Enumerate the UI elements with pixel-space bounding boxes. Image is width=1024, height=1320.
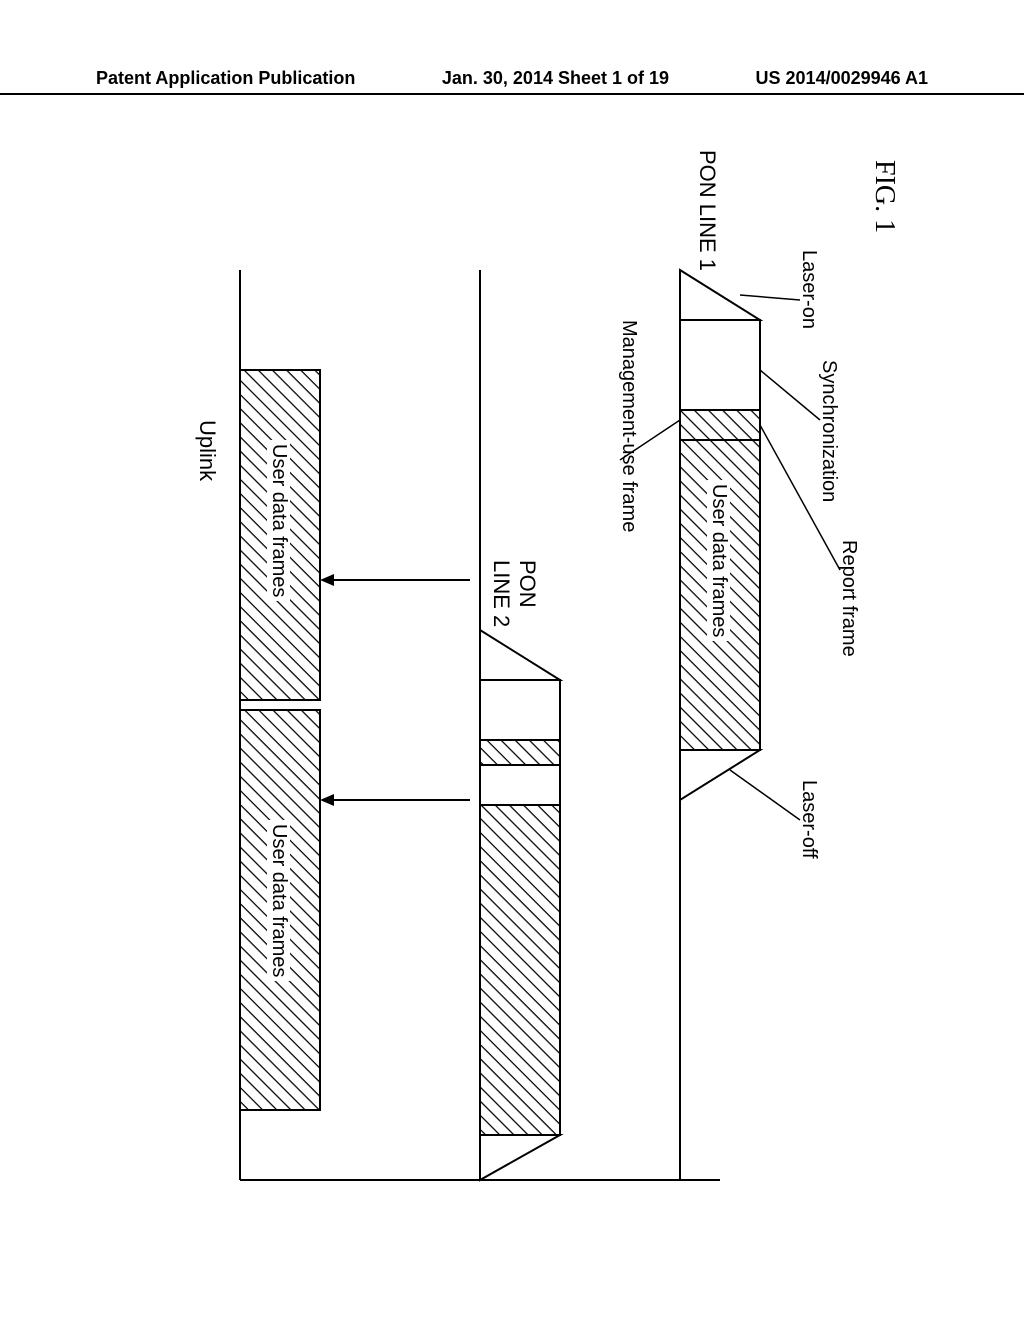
diagram-svg (100, 140, 920, 1210)
header-left: Patent Application Publication (96, 68, 355, 89)
figure-container: FIG. 1 PON LINE 1 PON LINE 2 Uplink Lase… (100, 140, 920, 1210)
user-data-label-uplink-2: User data frames (267, 820, 290, 981)
user-data-label-uplink-1: User data frames (267, 440, 290, 601)
header-center: Jan. 30, 2014 Sheet 1 of 19 (442, 68, 669, 89)
header-right: US 2014/0029946 A1 (756, 68, 928, 89)
page: Patent Application Publication Jan. 30, … (0, 0, 1024, 1320)
rotated-figure: FIG. 1 PON LINE 1 PON LINE 2 Uplink Lase… (100, 140, 920, 1210)
page-header: Patent Application Publication Jan. 30, … (0, 68, 1024, 95)
user-data-label-1: User data frames (707, 480, 730, 641)
